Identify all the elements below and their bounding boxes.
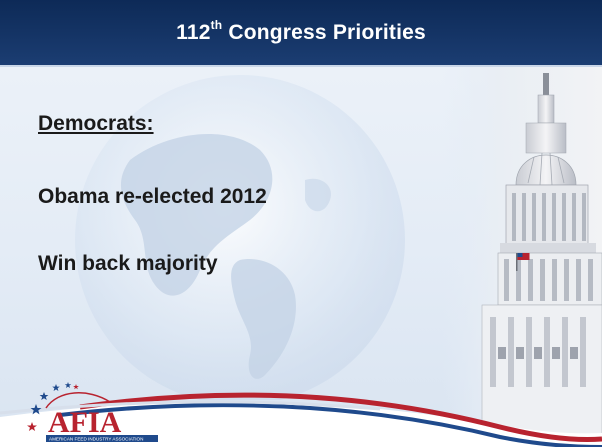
globe-graphic <box>75 75 405 400</box>
title-number: 112 <box>176 21 211 44</box>
section-heading: Democrats: <box>38 112 154 135</box>
title-rest: Congress Priorities <box>228 21 426 44</box>
slide-title: 112th Congress Priorities <box>176 18 426 45</box>
bullet-item: Win back majority <box>38 252 218 275</box>
afia-logo-mark: AFIA AMERICAN FEED INDUSTRY ASSOCIATION <box>27 382 158 442</box>
capitol-dome-image <box>442 65 602 447</box>
bullet-item: Obama re-elected 2012 <box>38 185 267 208</box>
star-icon <box>30 382 72 415</box>
logo-wordmark: AFIA <box>48 406 122 439</box>
title-bar: 112th Congress Priorities <box>0 0 602 67</box>
logo-tagline: AMERICAN FEED INDUSTRY ASSOCIATION <box>49 437 143 442</box>
afia-logo: AFIA AMERICAN FEED INDUSTRY ASSOCIATION <box>18 378 158 447</box>
title-suffix: th <box>210 18 223 32</box>
